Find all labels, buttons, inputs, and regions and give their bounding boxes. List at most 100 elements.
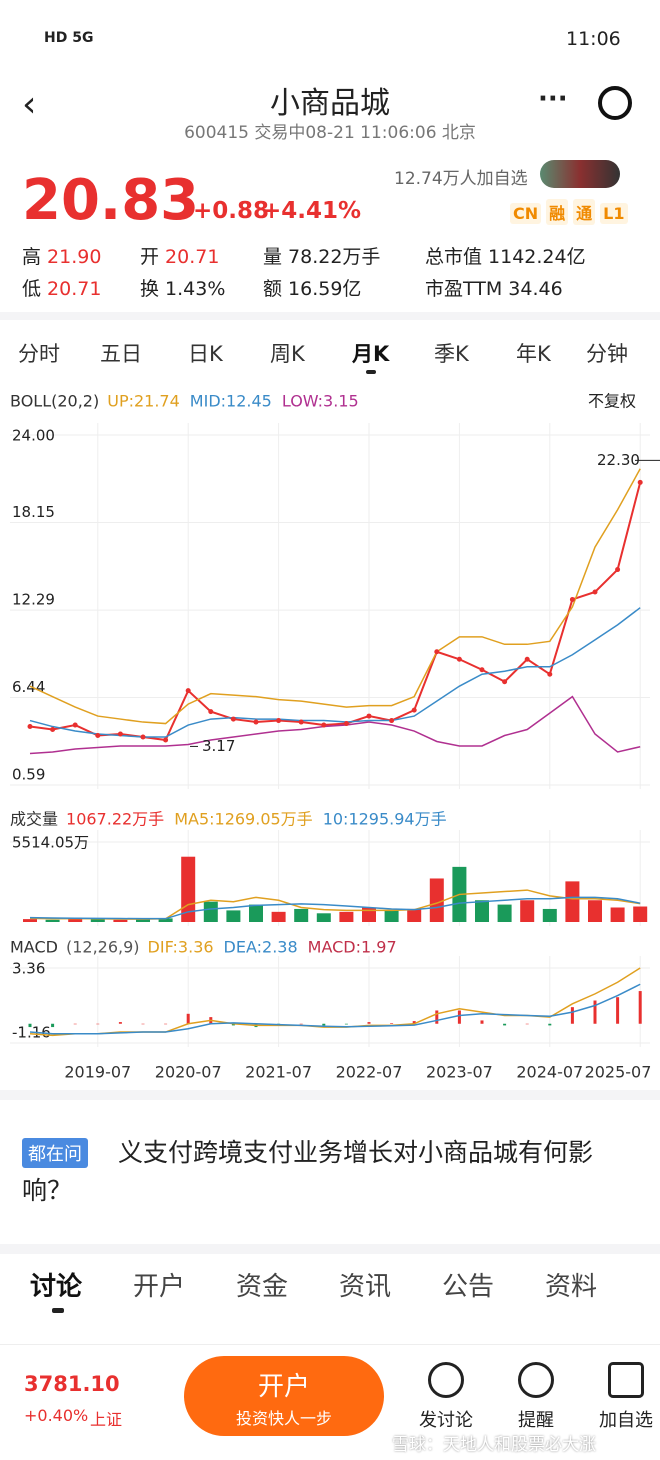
section-tab[interactable]: 讨论 [30,1272,83,1302]
action[interactable]: 加自选 [594,1362,658,1432]
open-account-button[interactable]: 开户 投资快人一步 [184,1356,384,1436]
macd-bar [367,1022,371,1024]
period-tab[interactable]: 分时 [18,342,60,366]
price-point [117,731,123,737]
price-point [592,589,598,595]
price-point [208,709,214,715]
price-point [50,727,56,733]
followers[interactable]: 12.74万人加自选 [394,169,528,189]
index-change: +0.40% [24,1406,89,1425]
series-line [29,695,641,755]
legend-entry: DEA:2.38 [224,938,298,957]
search-button[interactable] [598,86,632,120]
price-point [456,656,462,662]
volume-bar [226,910,241,922]
watermark: 雪球：天地人和股票必大涨 [392,1435,596,1455]
volume-bar [249,904,263,922]
stat: 高 21.90 [22,242,101,269]
price-point [366,713,372,719]
section-tab[interactable]: 开户 [133,1272,186,1302]
x-tick-label: 2020-07 [155,1063,222,1082]
y-tick-label: 12.29 [12,591,55,609]
index-name: 上证 [90,1410,123,1429]
macd-bar [322,1023,326,1026]
question-text[interactable]: 义支付跨境支付业务增长对小商品城有何影响？ [22,1138,594,1205]
period-tab[interactable]: 周K [270,342,305,366]
price-point [298,719,304,725]
price-point [547,671,553,677]
volume-bar [203,901,218,922]
period-tab[interactable]: 月K [352,342,390,366]
stat-value: 34.46 [508,278,563,300]
series-line [29,607,641,738]
badge: 通 [573,199,596,225]
y-tick-label: 0.59 [12,766,45,784]
macd-bar [164,1023,168,1025]
action-label: 提醒 [518,1410,554,1431]
back-button[interactable]: ‹ [22,84,37,125]
change: +0.88 [193,198,270,224]
stat-label: 市盈TTM [425,278,503,300]
series-line [29,482,642,742]
macd-bar [457,1010,461,1024]
macd-bar [570,1007,574,1024]
section-tab[interactable]: 公告 [442,1272,495,1302]
volume-bar [316,913,331,922]
price-point [27,724,33,730]
volume-bar [407,908,422,922]
stat-label: 额 [263,278,283,300]
macd-bar [525,1023,529,1025]
macd-line [29,983,641,1035]
action-icon [428,1362,464,1398]
legend-entry: 10:1295.94万手 [323,810,447,829]
volume-bar [339,911,354,922]
period-tab[interactable]: 年K [516,342,551,366]
period-tab[interactable]: 日K [188,342,223,366]
period-tab[interactable]: 五日 [100,342,142,366]
volume-bar [633,906,648,922]
price-point [253,719,259,725]
ma-line [29,896,641,920]
x-tick-label: 2019-07 [64,1063,131,1082]
price-point [72,722,78,728]
stock-title: 小商品城 [270,86,390,121]
price-point [434,649,440,655]
action[interactable]: 发讨论 [414,1362,478,1432]
macd-bar [616,997,620,1024]
stat-label: 总市值 [425,246,483,268]
panel-title: MACD [10,938,58,957]
panel-params: (12,26,9) [66,938,140,957]
price-point [276,718,282,724]
macd-bar [96,1023,100,1025]
action[interactable]: 提醒 [504,1362,568,1432]
legend-entry: DIF:3.36 [148,938,214,957]
section-indicator [52,1308,64,1313]
price-point [569,596,575,602]
annotation: 22.30 [597,451,640,469]
macd-bar [51,1023,55,1028]
volume-bar [588,900,602,922]
panel-title: 成交量 [10,810,58,829]
section-tab[interactable]: 资讯 [339,1272,392,1302]
stat-value: 21.90 [47,246,102,268]
action-icon [518,1362,554,1398]
period-tab[interactable]: 分钟 [586,342,628,366]
section-tab[interactable]: 资料 [545,1272,598,1302]
volume-bar [68,917,83,922]
macd-bar [548,1023,552,1026]
macd-bar [186,1013,190,1024]
section-tab[interactable]: 资金 [236,1272,289,1302]
stat: 额 16.59亿 [263,274,361,301]
volume-bar [384,910,399,922]
price-point [140,734,146,740]
price-point [502,679,508,685]
more-button[interactable]: ··· [538,84,568,114]
action-label: 加自选 [599,1410,653,1431]
volume-bar [45,919,60,922]
period-tab[interactable]: 季K [434,342,469,366]
legend-entry: LOW:3.15 [282,392,359,411]
price-point [389,718,395,724]
macd-bar [231,1023,235,1026]
stat-value: 16.59亿 [288,278,362,300]
stat: 换 1.43% [140,274,225,301]
